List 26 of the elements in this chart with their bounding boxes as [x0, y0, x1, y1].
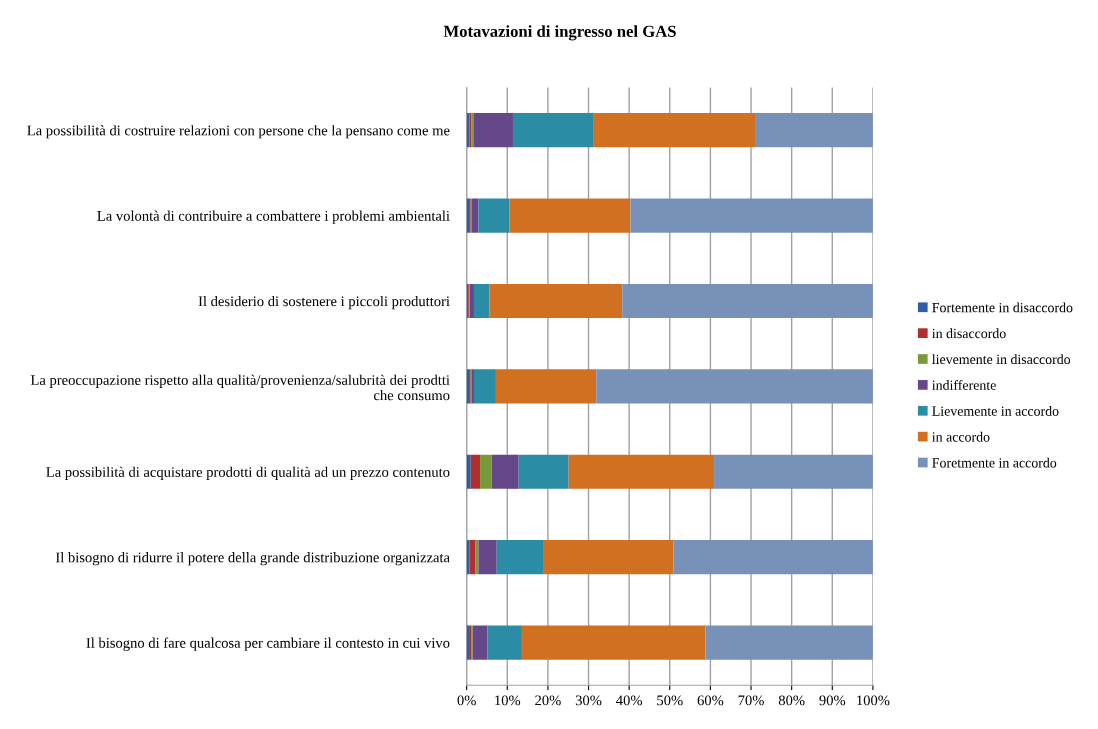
x-tick-label: 0%	[457, 695, 476, 706]
x-tick-label: 100%	[857, 695, 890, 706]
y-tick-label: La possibilità di costruire relazioni con persone che la pensano come me	[27, 125, 450, 139]
y-tick-label: Il bisogno di fare qualcosa per cambiare il contesto in cui vivo	[86, 637, 450, 651]
x-tick-label: 70%	[738, 695, 764, 706]
x-tick-label: 60%	[697, 695, 724, 706]
x-tick-label: 90%	[819, 695, 846, 706]
x-tick-label: 20%	[535, 695, 561, 706]
x-tick-label: 10%	[495, 695, 521, 706]
legend-label: Fortemente in disaccordo	[932, 302, 1073, 313]
x-tick-label: 50%	[657, 695, 683, 706]
y-tick-label: La possibilità di acquistare prodotti di qualità ad un prezzo contenuto	[46, 466, 450, 480]
chart-title: Motavazioni di ingresso nel GAS	[443, 25, 676, 41]
legend-label: Foretmente in accordo	[932, 457, 1057, 468]
x-tick-label: 80%	[778, 695, 805, 706]
legend-label: in disaccordo	[932, 328, 1006, 339]
legend-label: indifferente	[932, 379, 996, 390]
y-tick-label: La preoccupazione rispetto alla qualità/provenienza/salubrità dei prodtti che consumo	[30, 374, 450, 401]
legend-label: Lievemente in accordo	[932, 405, 1059, 416]
legend-label: in accordo	[932, 431, 990, 442]
x-tick-label: 40%	[616, 695, 643, 706]
y-tick-label: La volontà di contribuire a combattere i problemi ambientali	[97, 210, 450, 224]
legend-label: lievemente in disaccordo	[932, 354, 1071, 365]
x-tick-label: 30%	[575, 695, 602, 706]
y-tick-label: Il bisogno di ridurre il potere della grande distribuzione organizzata	[55, 552, 450, 566]
y-tick-label: Il desiderio di sostenere i piccoli produttori	[198, 295, 450, 310]
